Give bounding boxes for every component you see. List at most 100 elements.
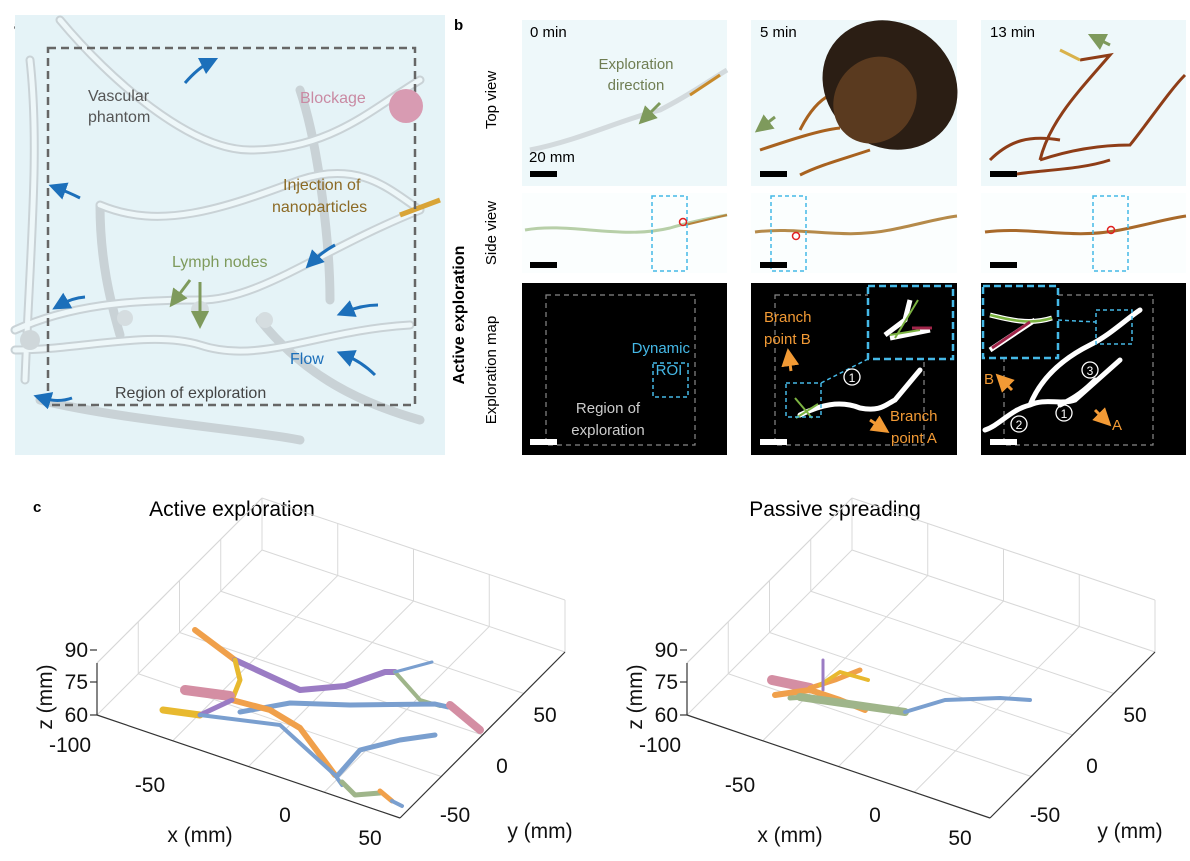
- branch-point-b-label: Branch: [764, 309, 812, 326]
- exploration-direction-label-2: direction: [608, 77, 665, 94]
- region-of-exploration-box: [545, 294, 696, 446]
- trajectory-segment: [377, 788, 395, 804]
- time-label: 0 min: [530, 24, 567, 41]
- grid-line: [810, 590, 1114, 694]
- x-tick-label: -100: [49, 734, 91, 757]
- scale-bar: [530, 262, 557, 268]
- z-tick-label: 75: [655, 671, 678, 694]
- grid-line: [913, 626, 1080, 793]
- marker-1-label: 1: [1061, 407, 1068, 421]
- region-of-exploration-box: [46, 46, 417, 407]
- y-axis: [989, 651, 1156, 819]
- side-view-5min: [751, 193, 958, 273]
- marker-3-label: 3: [1087, 364, 1094, 378]
- x-tick-label: -50: [725, 774, 755, 797]
- z-axis-label: z (mm): [624, 664, 647, 729]
- explored-path: [982, 307, 1143, 433]
- top-view-13min: 13 min: [981, 20, 1187, 186]
- panel-b: b Active exploration Top view Side view …: [451, 17, 1187, 455]
- branch-b-arrow: [781, 348, 800, 372]
- trajectory-segment: [159, 706, 204, 719]
- row-label-exploration-map: Exploration map: [483, 316, 500, 424]
- trajectory-segment: [818, 670, 870, 687]
- row-label-top-view: Top view: [483, 71, 500, 130]
- dynamic-roi-box: [1092, 195, 1129, 272]
- x-tick-label: 50: [358, 827, 381, 850]
- z-tick-label: 90: [655, 639, 678, 662]
- flow-label: Flow: [290, 351, 324, 368]
- plot-passive-spreading: Passive spreading 60 75 90 -100 -50 0 50 50 0 -50…: [624, 497, 1163, 850]
- direction-arrow: [754, 114, 776, 133]
- grid-line: [686, 549, 853, 716]
- exploration-map-0min: Dynamic ROI Region of exploration: [522, 283, 727, 455]
- time-label: 13 min: [990, 24, 1035, 41]
- trajectory-segment: [807, 667, 863, 691]
- grid-line: [323, 626, 490, 793]
- marker-1: [1055, 404, 1073, 422]
- branch-b-arrow: [995, 373, 1015, 393]
- branch-point-a-label-2: point A: [891, 430, 937, 447]
- dynamic-roi-box: [651, 195, 688, 272]
- panel-a: a Vascular phantom Blockage Injection of…: [10, 15, 445, 455]
- trajectory-segment: [229, 657, 243, 703]
- dynamic-roi-label-2: ROI: [656, 362, 683, 379]
- trajectory-segment: [796, 693, 909, 716]
- robot-position-marker: [678, 217, 688, 227]
- marker-1-label: 1: [849, 371, 856, 385]
- active-exploration-row-label: Active exploration: [451, 246, 468, 385]
- trajectory-segment: [197, 697, 235, 718]
- scale-bar: [760, 171, 787, 177]
- lymph-node-arrows: [169, 279, 209, 329]
- trajectory-segment: [339, 779, 383, 798]
- x-tick-label: -100: [639, 734, 681, 757]
- trajectory-segment: [390, 799, 404, 808]
- y-axis-label: y (mm): [1097, 820, 1162, 843]
- y-tick-label: 50: [1123, 704, 1146, 727]
- vascular-phantom-label: Vascular: [88, 88, 150, 105]
- marker-1: [843, 368, 861, 386]
- branch-a-arrow: [869, 415, 890, 433]
- trajectory-segment: [787, 694, 808, 701]
- plot-active-exploration: Active exploration 60 75 90 -100 -50 0 50 50 0 -5…: [34, 497, 573, 850]
- grid-line: [179, 632, 483, 736]
- explored-path: [797, 367, 923, 418]
- injection-label: Injection of: [283, 177, 361, 194]
- blockage-label: Blockage: [300, 90, 366, 107]
- panel-label-b: b: [454, 17, 463, 34]
- chart-title: Passive spreading: [749, 498, 921, 521]
- trajectory-segment: [192, 627, 238, 663]
- grid-line: [261, 549, 566, 653]
- scale-bar: [760, 262, 787, 268]
- trajectory-segment: [393, 660, 434, 674]
- panel-label-c: c: [33, 499, 41, 516]
- side-view-0min: [522, 193, 728, 273]
- grid-line: [96, 549, 263, 716]
- grid-line: [851, 549, 1156, 653]
- scale-bar: [530, 439, 557, 445]
- x-tick-label: 0: [869, 804, 881, 827]
- dynamic-roi-box: [652, 362, 689, 398]
- grid-line: [261, 497, 566, 601]
- trajectory-segment: [393, 670, 442, 708]
- trajectory-segment: [180, 685, 235, 701]
- dynamic-roi-label: Dynamic: [632, 340, 691, 357]
- side-view-13min: [981, 193, 1187, 273]
- region-of-exploration-label: Region of exploration: [115, 385, 266, 402]
- x-tick-label: -50: [135, 774, 165, 797]
- dynamic-roi-box: [770, 195, 807, 272]
- x-tick-label: 0: [279, 804, 291, 827]
- x-axis: [96, 714, 401, 819]
- branch-a-short-label: A: [1112, 417, 1122, 434]
- scale-bar: [990, 262, 1017, 268]
- region-label-2: exploration: [571, 422, 644, 439]
- trajectory-segment: [767, 675, 815, 693]
- x-axis: [686, 714, 991, 819]
- direction-arrow: [638, 101, 662, 125]
- scale-bar: [990, 171, 1017, 177]
- dynamic-roi-box: [1095, 309, 1133, 345]
- flow-arrows: [33, 57, 379, 410]
- x-tick-label: 50: [948, 827, 971, 850]
- y-tick-label: -50: [1030, 804, 1060, 827]
- row-label-side-view: Side view: [483, 201, 500, 265]
- x-axis-label: x (mm): [167, 824, 232, 847]
